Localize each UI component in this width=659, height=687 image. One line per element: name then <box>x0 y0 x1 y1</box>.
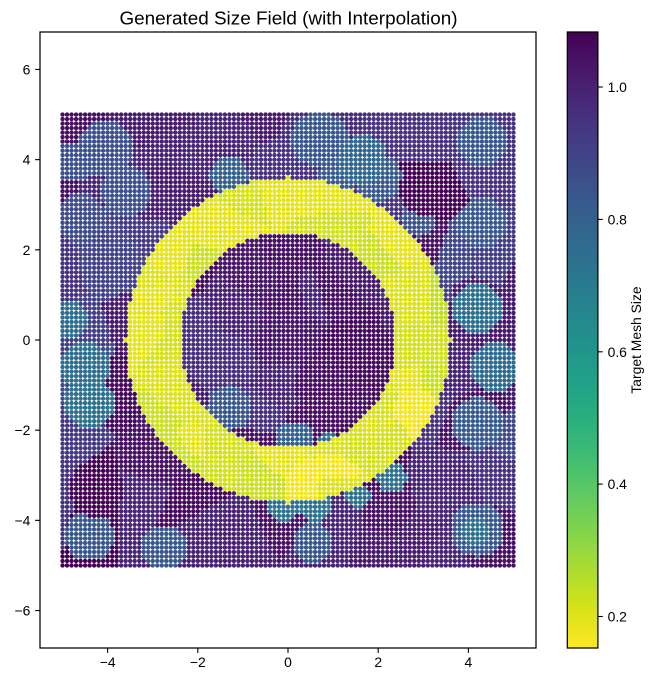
svg-text:Target Mesh Size: Target Mesh Size <box>628 286 644 394</box>
svg-text:0: 0 <box>284 654 292 670</box>
svg-text:0.6: 0.6 <box>608 344 628 360</box>
svg-text:0.2: 0.2 <box>608 609 628 625</box>
svg-text:−2: −2 <box>15 422 31 438</box>
svg-text:0: 0 <box>23 332 31 348</box>
svg-text:2: 2 <box>23 242 31 258</box>
svg-text:2: 2 <box>374 654 382 670</box>
svg-text:−6: −6 <box>15 603 31 619</box>
svg-text:6: 6 <box>23 62 31 78</box>
svg-text:0.4: 0.4 <box>608 476 628 492</box>
svg-text:0.8: 0.8 <box>608 212 628 228</box>
svg-text:Generated Size Field (with Int: Generated Size Field (with Interpolation… <box>119 8 457 29</box>
svg-text:4: 4 <box>464 654 472 670</box>
svg-text:1.0: 1.0 <box>608 79 628 95</box>
svg-text:−2: −2 <box>190 654 206 670</box>
svg-text:−4: −4 <box>15 512 31 528</box>
svg-text:−4: −4 <box>100 654 116 670</box>
svg-text:4: 4 <box>23 152 31 168</box>
